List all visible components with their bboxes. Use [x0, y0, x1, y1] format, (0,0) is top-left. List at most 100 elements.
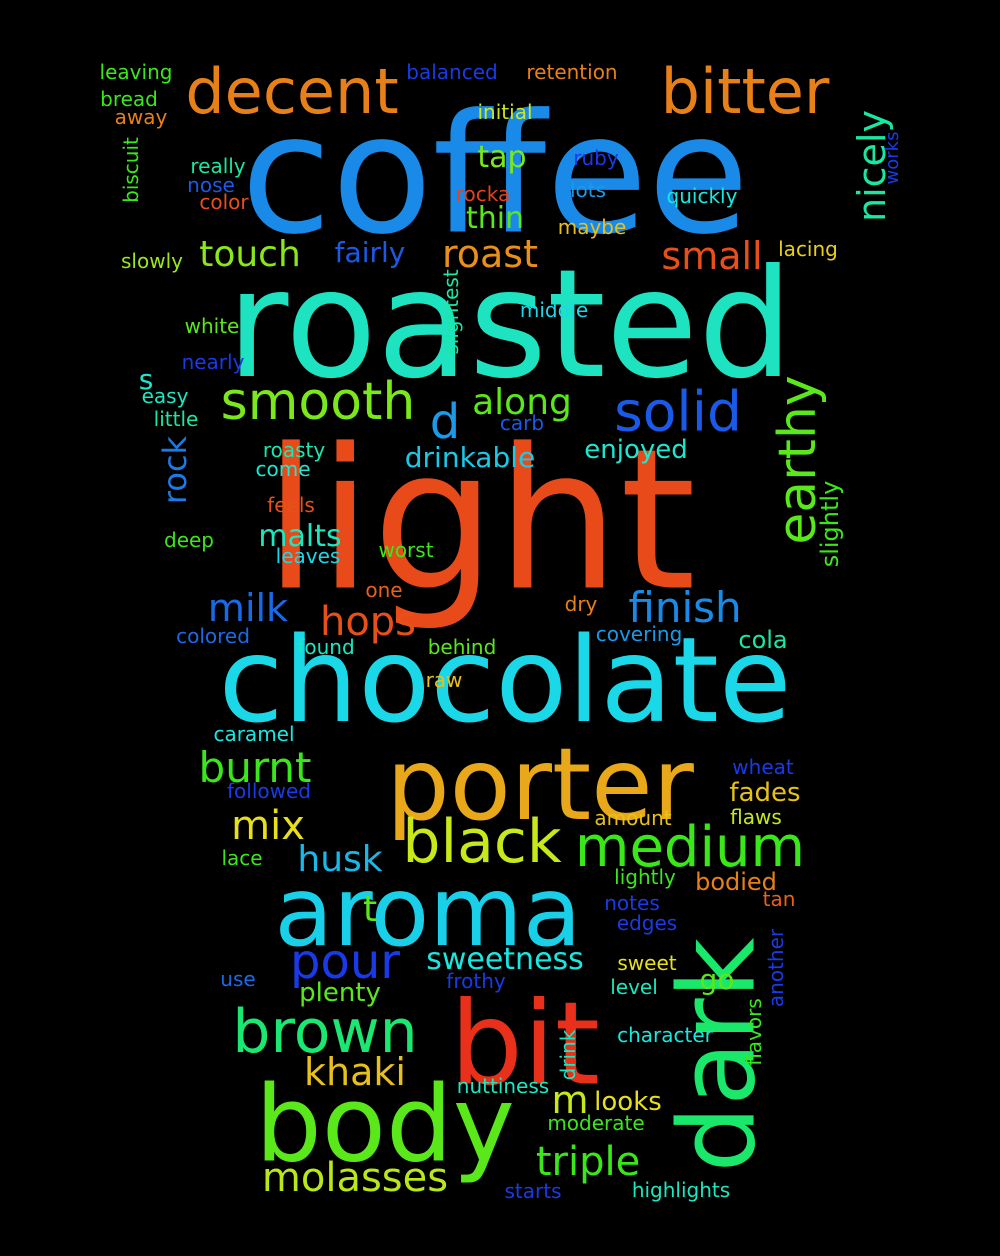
cloud-word-medium: medium — [574, 815, 806, 880]
cloud-word-decent: decent — [185, 55, 399, 128]
cloud-word-maybe: maybe — [557, 215, 627, 239]
cloud-word-rocka: rocka — [455, 182, 511, 206]
cloud-word-followed: followed — [227, 779, 311, 803]
cloud-word-fades: fades — [729, 778, 801, 808]
cloud-word-found: found — [297, 635, 355, 659]
cloud-word-slowly: slowly — [121, 249, 183, 273]
cloud-word-one: one — [365, 578, 403, 602]
cloud-word-starts: starts — [504, 1179, 562, 1203]
cloud-word-deep: deep — [164, 528, 214, 552]
cloud-word-highlights: highlights — [631, 1178, 731, 1202]
cloud-word-plenty: plenty — [299, 978, 381, 1008]
cloud-word-flaws: flaws — [730, 805, 782, 829]
cloud-word-behind: behind — [427, 635, 497, 659]
cloud-word-nose: nose — [187, 173, 235, 197]
cloud-word-rock: rock — [156, 435, 194, 505]
cloud-word-s: s — [138, 363, 154, 396]
cloud-word-malts: malts — [258, 519, 342, 554]
cloud-word-burnt: burnt — [198, 743, 312, 792]
cloud-word-aroma: aroma — [274, 856, 582, 968]
cloud-word-come: come — [255, 457, 311, 481]
cloud-word-dry: dry — [564, 592, 598, 616]
cloud-word-slightly: slightly — [816, 480, 844, 568]
cloud-word-t: t — [362, 889, 378, 930]
cloud-word-bread: bread — [100, 87, 158, 111]
cloud-word-leaving: leaving — [99, 60, 173, 84]
cloud-word-leaves: leaves — [275, 544, 341, 568]
cloud-word-lightly: lightly — [614, 865, 676, 889]
cloud-word-looks: looks — [594, 1087, 662, 1117]
cloud-word-amount: amount — [594, 806, 672, 830]
cloud-word-level: level — [610, 975, 658, 999]
cloud-word-black: black — [402, 807, 562, 877]
cloud-word-d: d — [429, 394, 461, 450]
cloud-word-along: along — [472, 382, 572, 423]
cloud-word-nuttiness: nuttiness — [456, 1074, 550, 1098]
cloud-word-hops: hops — [319, 599, 417, 645]
cloud-word-roasted: roasted — [226, 238, 794, 412]
cloud-word-fairly: fairly — [334, 236, 406, 269]
cloud-word-really: really — [190, 154, 246, 178]
cloud-word-light: light — [263, 406, 697, 634]
cloud-word-quickly: quickly — [666, 184, 738, 208]
cloud-word-solid: solid — [614, 379, 742, 444]
cloud-word-m: m — [551, 1078, 589, 1122]
cloud-word-triple: triple — [535, 1139, 641, 1185]
cloud-word-notes: notes — [604, 891, 660, 915]
cloud-word-khaki: khaki — [304, 1050, 406, 1094]
cloud-word-drinkable: drinkable — [404, 441, 536, 474]
cloud-word-feels: feels — [267, 493, 315, 517]
cloud-word-biscuit: biscuit — [119, 137, 143, 203]
cloud-word-carb: carb — [499, 411, 545, 435]
cloud-word-drink: drink — [556, 1029, 580, 1081]
cloud-word-lace: lace — [221, 846, 263, 870]
cloud-word-brown: brown — [232, 997, 418, 1067]
cloud-word-go: go — [699, 963, 735, 996]
cloud-word-cola: cola — [738, 626, 788, 654]
cloud-word-roasty: roasty — [262, 438, 326, 462]
cloud-word-coffee: coffee — [240, 78, 750, 271]
cloud-word-colored: colored — [176, 624, 250, 648]
cloud-word-roast: roast — [441, 232, 539, 276]
cloud-word-initial: initial — [477, 100, 533, 124]
cloud-word-retention: retention — [526, 60, 618, 84]
cloud-word-caramel: caramel — [213, 722, 295, 746]
cloud-word-chocolate: chocolate — [218, 611, 792, 749]
cloud-word-bitter: bitter — [660, 55, 830, 128]
cloud-word-another: another — [764, 928, 788, 1008]
cloud-word-slightest: slightest — [439, 269, 463, 355]
cloud-word-works: works — [882, 131, 903, 185]
cloud-word-porter: porter — [386, 726, 694, 843]
cloud-word-touch: touch — [199, 234, 301, 275]
cloud-word-smooth: smooth — [220, 372, 416, 432]
cloud-word-use: use — [220, 967, 256, 991]
cloud-word-pour: pour — [290, 934, 400, 990]
cloud-word-nearly: nearly — [181, 350, 245, 374]
cloud-word-easy: easy — [141, 384, 189, 408]
cloud-word-away: away — [114, 105, 168, 129]
cloud-word-tap: tap — [477, 140, 527, 175]
cloud-word-tan: tan — [762, 887, 796, 911]
cloud-word-frothy: frothy — [446, 969, 506, 993]
cloud-word-middle: middle — [519, 298, 589, 322]
cloud-word-edges: edges — [616, 911, 678, 935]
cloud-word-bodied: bodied — [695, 868, 777, 896]
cloud-word-body: body — [255, 1063, 515, 1186]
cloud-word-husk: husk — [297, 839, 383, 880]
cloud-word-moderate: moderate — [547, 1111, 645, 1135]
cloud-word-milk: milk — [207, 586, 289, 630]
cloud-word-sweetness: sweetness — [426, 942, 584, 977]
cloud-word-flavors: flavors — [742, 998, 766, 1066]
cloud-word-finish: finish — [628, 583, 742, 632]
cloud-word-small: small — [661, 234, 763, 278]
cloud-word-ruby: ruby — [573, 146, 619, 170]
cloud-word-mix: mix — [231, 803, 305, 849]
cloud-word-raw: raw — [425, 668, 463, 692]
cloud-word-lots: lots — [569, 178, 607, 202]
cloud-word-character: character — [617, 1023, 713, 1047]
cloud-word-lacing: lacing — [778, 237, 838, 261]
cloud-word-wheat: wheat — [732, 755, 794, 779]
cloud-word-balanced: balanced — [406, 60, 498, 84]
cloud-word-molasses: molasses — [261, 1155, 449, 1201]
